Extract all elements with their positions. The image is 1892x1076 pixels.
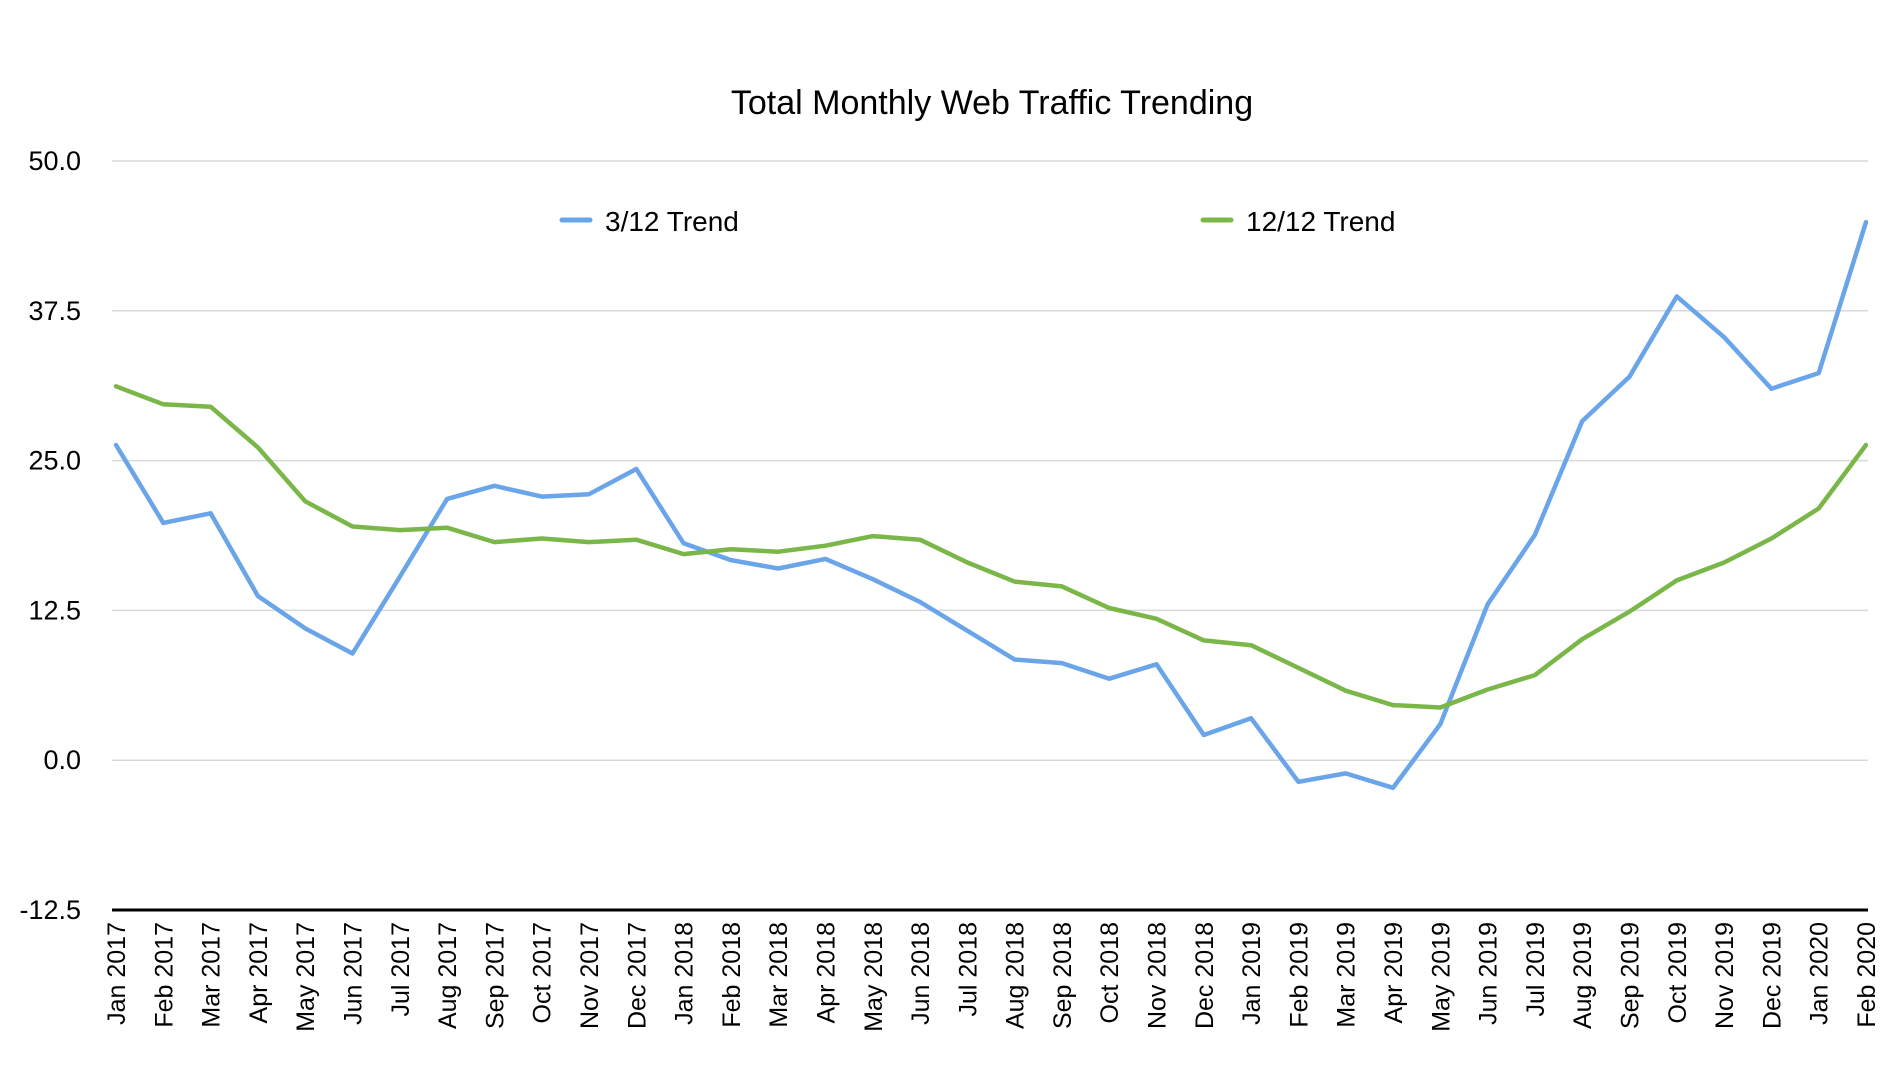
x-tick-label: Mar 2019 [1333,922,1361,1028]
x-tick-label: Dec 2019 [1758,922,1786,1029]
x-tick-label: Feb 2020 [1853,922,1881,1028]
y-tick-label: 25.0 [28,446,81,476]
x-tick-label: Oct 2019 [1664,922,1692,1023]
legend-label-12-12-trend: 12/12 Trend [1246,206,1395,237]
legend-item-3-12-trend: 3/12 Trend [559,206,739,237]
x-tick-label: May 2018 [860,922,888,1032]
x-tick-label: Jun 2019 [1475,922,1503,1025]
chart-title: Total Monthly Web Traffic Trending [731,84,1253,122]
y-tick-label: 50.0 [28,146,81,176]
x-tick-label: May 2017 [292,922,320,1032]
y-tick-label: -12.5 [19,895,81,925]
x-tick-label: Sep 2018 [1049,922,1077,1029]
x-tick-label: Jun 2018 [907,922,935,1025]
legend-item-12-12-trend: 12/12 Trend [1200,206,1395,237]
x-tick-label: Jan 2019 [1238,922,1266,1025]
x-tick-label: Sep 2019 [1617,922,1645,1029]
x-tick-label: Dec 2018 [1191,922,1219,1029]
x-tick-label: Jan 2017 [103,922,131,1025]
legend: 3/12 Trend 12/12 Trend [559,206,1395,237]
legend-label-3-12-trend: 3/12 Trend [605,206,739,237]
x-tick-label: Mar 2017 [198,922,226,1028]
x-tick-label: Jul 2018 [954,922,982,1017]
x-tick-label: Oct 2018 [1096,922,1124,1023]
x-tick-label: Jan 2018 [671,922,699,1025]
series-line-3-12-trend [113,219,1869,791]
y-tick-label: 37.5 [28,296,81,326]
series-line-12-12-trend [113,384,1869,710]
x-tick-label: Nov 2019 [1711,922,1739,1029]
y-axis-tick-labels: 50.0 37.5 25.0 12.5 0.0 -12.5 [19,146,81,925]
y-tick-label: 0.0 [43,745,81,775]
x-tick-label: Oct 2017 [529,922,557,1023]
x-tick-label: Jun 2017 [339,922,367,1025]
gridlines [112,160,1868,761]
series-lines [113,219,1869,791]
x-tick-label: Aug 2017 [434,922,462,1029]
x-tick-label: Sep 2017 [481,922,509,1029]
x-tick-label: Jan 2020 [1806,922,1834,1025]
x-tick-label: Jul 2017 [387,922,415,1017]
x-tick-label: Jul 2019 [1522,922,1550,1017]
y-tick-label: 12.5 [28,595,81,625]
x-tick-label: Apr 2018 [812,922,840,1023]
x-tick-label: Feb 2019 [1285,922,1313,1028]
x-axis-tick-labels: Jan 2017 Feb 2017 Mar 2017 Apr 2017 May 2017… [103,922,1881,1032]
x-tick-label: Apr 2017 [245,922,273,1023]
x-tick-label: Dec 2017 [623,922,651,1029]
x-tick-label: Aug 2018 [1002,922,1030,1029]
x-tick-label: Feb 2017 [150,922,178,1028]
x-tick-label: May 2019 [1427,922,1455,1032]
x-tick-label: Nov 2017 [576,922,604,1029]
x-tick-label: Nov 2018 [1144,922,1172,1029]
x-tick-label: Aug 2019 [1569,922,1597,1029]
x-tick-label: Apr 2019 [1380,922,1408,1023]
x-tick-label: Mar 2018 [765,922,793,1028]
x-tick-label: Feb 2018 [718,922,746,1028]
